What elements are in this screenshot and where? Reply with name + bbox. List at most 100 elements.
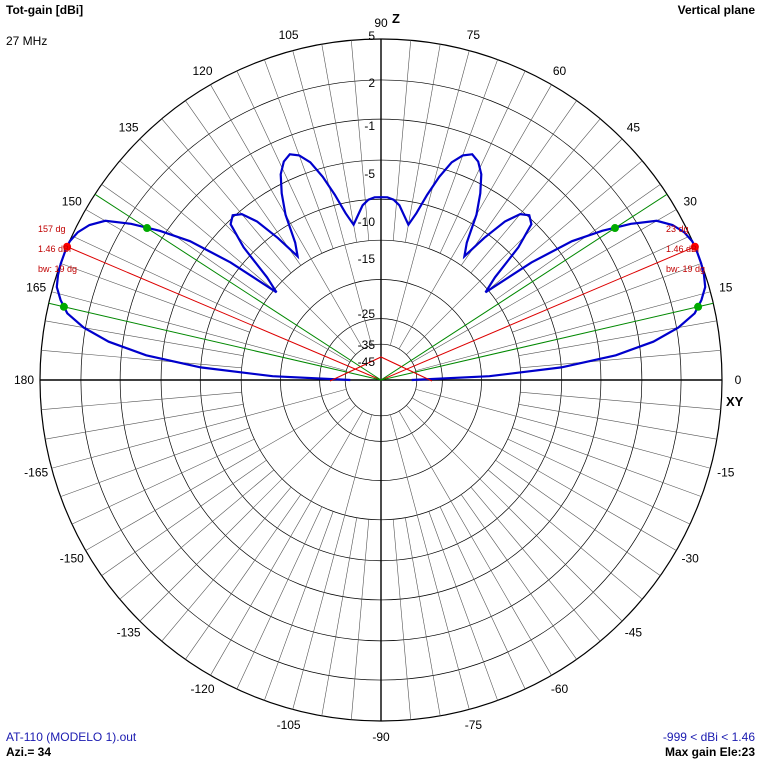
right-beamwidth-label: bw: 19 dg — [666, 264, 705, 274]
grid-spoke — [292, 414, 373, 710]
grid-spoke — [185, 100, 302, 266]
grid-spoke — [460, 100, 577, 266]
angle-tick-label: 45 — [627, 121, 641, 135]
grid-spoke — [161, 118, 292, 274]
xy-axis-label: XY — [726, 394, 744, 409]
angle-tick-label: -105 — [277, 718, 301, 732]
grid-spoke — [406, 405, 623, 622]
radial-tick-label: -15 — [358, 252, 376, 266]
grid-spoke — [518, 403, 717, 440]
beamwidth-line — [94, 193, 382, 381]
radial-tick-label: -5 — [364, 167, 375, 181]
angle-tick-label: 135 — [119, 121, 139, 135]
angle-tick-label: -60 — [551, 682, 569, 696]
grid-spoke — [60, 263, 250, 333]
grid-spoke — [41, 349, 242, 369]
max-gain-dot — [63, 242, 72, 251]
beamwidth-dot — [610, 224, 619, 233]
max-gain-line-right — [380, 246, 696, 381]
radiation-pattern — [48, 153, 714, 382]
max-gain-line-left — [66, 246, 382, 381]
beamwidth-line — [48, 302, 382, 381]
grid-spoke — [411, 209, 677, 363]
angle-tick-label: -15 — [717, 465, 735, 479]
grid-spoke — [161, 486, 292, 642]
grid-spoke — [404, 517, 441, 716]
grid-spoke — [350, 519, 370, 720]
grid-spoke — [321, 517, 358, 716]
pattern-trace — [55, 153, 707, 382]
center-marker — [329, 356, 433, 382]
beamwidth-line — [380, 193, 668, 381]
grid-spoke — [495, 459, 661, 576]
grid-spoke — [119, 160, 275, 291]
angle-tick-label: -135 — [117, 625, 141, 639]
angle-tick-label: 75 — [467, 28, 481, 42]
angle-tick-label: 30 — [684, 195, 698, 209]
left-max-gain-label: 1.46 dBi — [38, 244, 71, 254]
angle-tick-label: 150 — [62, 195, 82, 209]
azimuth-label: Azi.= 34 — [6, 745, 52, 759]
grid-spoke — [119, 469, 275, 600]
grid-spoke — [51, 388, 347, 469]
grid-spoke — [71, 235, 255, 322]
grid-spoke — [495, 184, 661, 301]
grid-spoke — [487, 160, 643, 291]
right-max-gain-label: 1.46 dBi — [666, 244, 699, 254]
radial-tick-label: -35 — [358, 338, 376, 352]
angle-tick-label: 15 — [719, 281, 733, 295]
grid-spoke — [439, 70, 526, 254]
grid-spoke — [51, 291, 347, 372]
grid-spoke — [520, 349, 721, 369]
angle-tick-label: -90 — [372, 730, 390, 744]
angle-tick-label: -120 — [190, 682, 214, 696]
grid-spoke — [85, 397, 351, 551]
grid-spoke — [406, 138, 623, 355]
radial-tick-label: 5 — [368, 29, 375, 43]
angle-tick-label: 165 — [26, 281, 46, 295]
grid-spoke — [520, 391, 721, 411]
z-axis-label: Z — [392, 11, 400, 26]
angle-tick-label: -45 — [625, 625, 643, 639]
grid-spoke — [41, 391, 242, 411]
grid-spoke — [101, 184, 267, 301]
gain-range-label: -999 < dBi < 1.46 — [662, 730, 755, 744]
frequency-label: 27 MHz — [6, 34, 48, 48]
grid-spoke — [71, 438, 255, 525]
grid-spoke — [60, 427, 250, 497]
angle-tick-label: 120 — [192, 64, 212, 78]
grid-spoke — [45, 320, 244, 357]
grid-spoke — [389, 414, 470, 710]
grid-spoke — [321, 44, 358, 243]
grid-spoke — [512, 263, 702, 333]
angle-tick-label: 105 — [279, 28, 299, 42]
grid-spoke — [415, 291, 711, 372]
grid-spoke — [460, 494, 577, 660]
grid-spoke — [439, 506, 526, 690]
grid-spoke — [101, 459, 267, 576]
grid-spoke — [264, 59, 334, 249]
grid-spoke — [470, 118, 601, 274]
grid-spoke — [85, 209, 351, 363]
grid-spoke — [350, 40, 370, 241]
right-max-angle-label: 23 dg — [666, 224, 689, 234]
beamwidth-dot — [694, 302, 703, 311]
radial-tick-label: -10 — [358, 215, 376, 229]
beamwidth-line — [380, 302, 714, 381]
angle-tick-label: 0 — [735, 373, 742, 387]
polar-labels: 0 15 30 45 60 75 90 105 120 135 150 165 180 -165 -150 -… — [14, 16, 742, 744]
grid-spoke — [185, 494, 302, 660]
radial-tick-label: 2 — [368, 76, 375, 90]
left-max-angle-label: 157 dg — [38, 224, 66, 234]
grid-spoke — [518, 320, 717, 357]
grid-spoke — [292, 50, 373, 346]
grid-spoke — [264, 511, 334, 701]
grid-spoke — [398, 410, 552, 676]
left-beamwidth-label: bw: 19 dg — [38, 264, 77, 274]
max-gain-dot — [690, 242, 699, 251]
beamwidth-dot — [143, 224, 152, 233]
chart-title: Tot-gain [dBi] — [6, 3, 84, 17]
grid-spoke — [236, 506, 323, 690]
radial-tick-label: -1 — [364, 119, 375, 133]
